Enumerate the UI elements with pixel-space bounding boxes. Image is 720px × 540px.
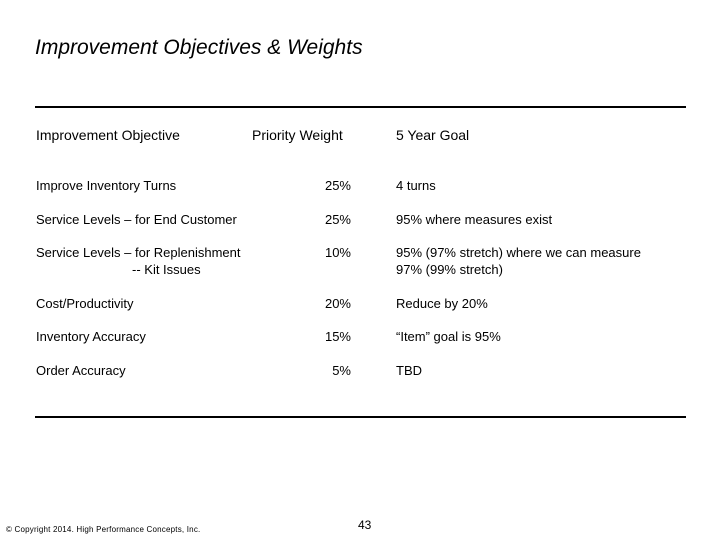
objective-row: Order Accuracy 5% TBD bbox=[0, 362, 720, 394]
goal-cell: 4 turns bbox=[396, 177, 436, 194]
objective-row: Improve Inventory Turns 25% 4 turns bbox=[0, 177, 720, 209]
goal-text: “Item” goal is 95% bbox=[396, 329, 501, 344]
goal-cell: TBD bbox=[396, 362, 422, 379]
goal-text: Reduce by 20% bbox=[396, 296, 488, 311]
goal-text: 4 turns bbox=[396, 178, 436, 193]
objective-subtext: -- Kit Issues bbox=[132, 262, 201, 277]
header-5-year-goal: 5 Year Goal bbox=[396, 127, 470, 143]
goal-cell: 95% where measures exist bbox=[396, 211, 552, 228]
objective-text: Cost/Productivity bbox=[36, 296, 134, 311]
objective-cell: Improve Inventory Turns bbox=[36, 177, 176, 194]
objective-cell: Service Levels – for Replenishment -- Ki… bbox=[36, 244, 241, 278]
goal-text: 95% where measures exist bbox=[396, 212, 553, 227]
objective-text: Service Levels – for End Customer bbox=[36, 212, 237, 227]
goal-cell: 95% (97% stretch) where we can measure 9… bbox=[396, 244, 641, 278]
objective-row: Service Levels – for Replenishment -- Ki… bbox=[0, 244, 720, 284]
weight-cell: 10% bbox=[324, 245, 351, 260]
header-priority-weight: Priority Weight bbox=[252, 127, 343, 143]
objective-row: Inventory Accuracy 15% “Item” goal is 95… bbox=[0, 328, 720, 360]
weight-cell: 5% bbox=[332, 363, 351, 378]
goal-text: TBD bbox=[396, 363, 422, 378]
objective-text: Inventory Accuracy bbox=[36, 329, 146, 344]
bottom-divider bbox=[35, 416, 686, 418]
objective-cell: Inventory Accuracy bbox=[36, 328, 146, 345]
weight-cell: 25% bbox=[324, 178, 351, 193]
weight-cell: 15% bbox=[324, 329, 351, 344]
header-objective: Improvement Objective bbox=[36, 127, 180, 143]
page-number: 43 bbox=[358, 518, 372, 532]
objective-cell: Order Accuracy bbox=[36, 362, 126, 379]
top-divider bbox=[35, 106, 686, 108]
objective-cell: Service Levels – for End Customer bbox=[36, 211, 237, 228]
objective-text: Order Accuracy bbox=[36, 363, 126, 378]
goal-cell: Reduce by 20% bbox=[396, 295, 488, 312]
weight-cell: 25% bbox=[324, 212, 351, 227]
objective-row: Cost/Productivity 20% Reduce by 20% bbox=[0, 295, 720, 327]
objective-row: Service Levels – for End Customer 25% 95… bbox=[0, 211, 720, 243]
objective-text: Improve Inventory Turns bbox=[36, 178, 177, 193]
slide-title: Improvement Objectives & Weights bbox=[35, 36, 363, 59]
objective-cell: Cost/Productivity bbox=[36, 295, 134, 312]
goal-subtext: 97% (99% stretch) bbox=[396, 262, 503, 277]
goal-text: 95% (97% stretch) where we can measure bbox=[396, 245, 641, 260]
objective-text: Service Levels – for Replenishment bbox=[36, 245, 241, 260]
weight-cell: 20% bbox=[324, 296, 351, 311]
goal-cell: “Item” goal is 95% bbox=[396, 328, 501, 345]
copyright-notice: © Copyright 2014. High Performance Conce… bbox=[6, 525, 201, 534]
